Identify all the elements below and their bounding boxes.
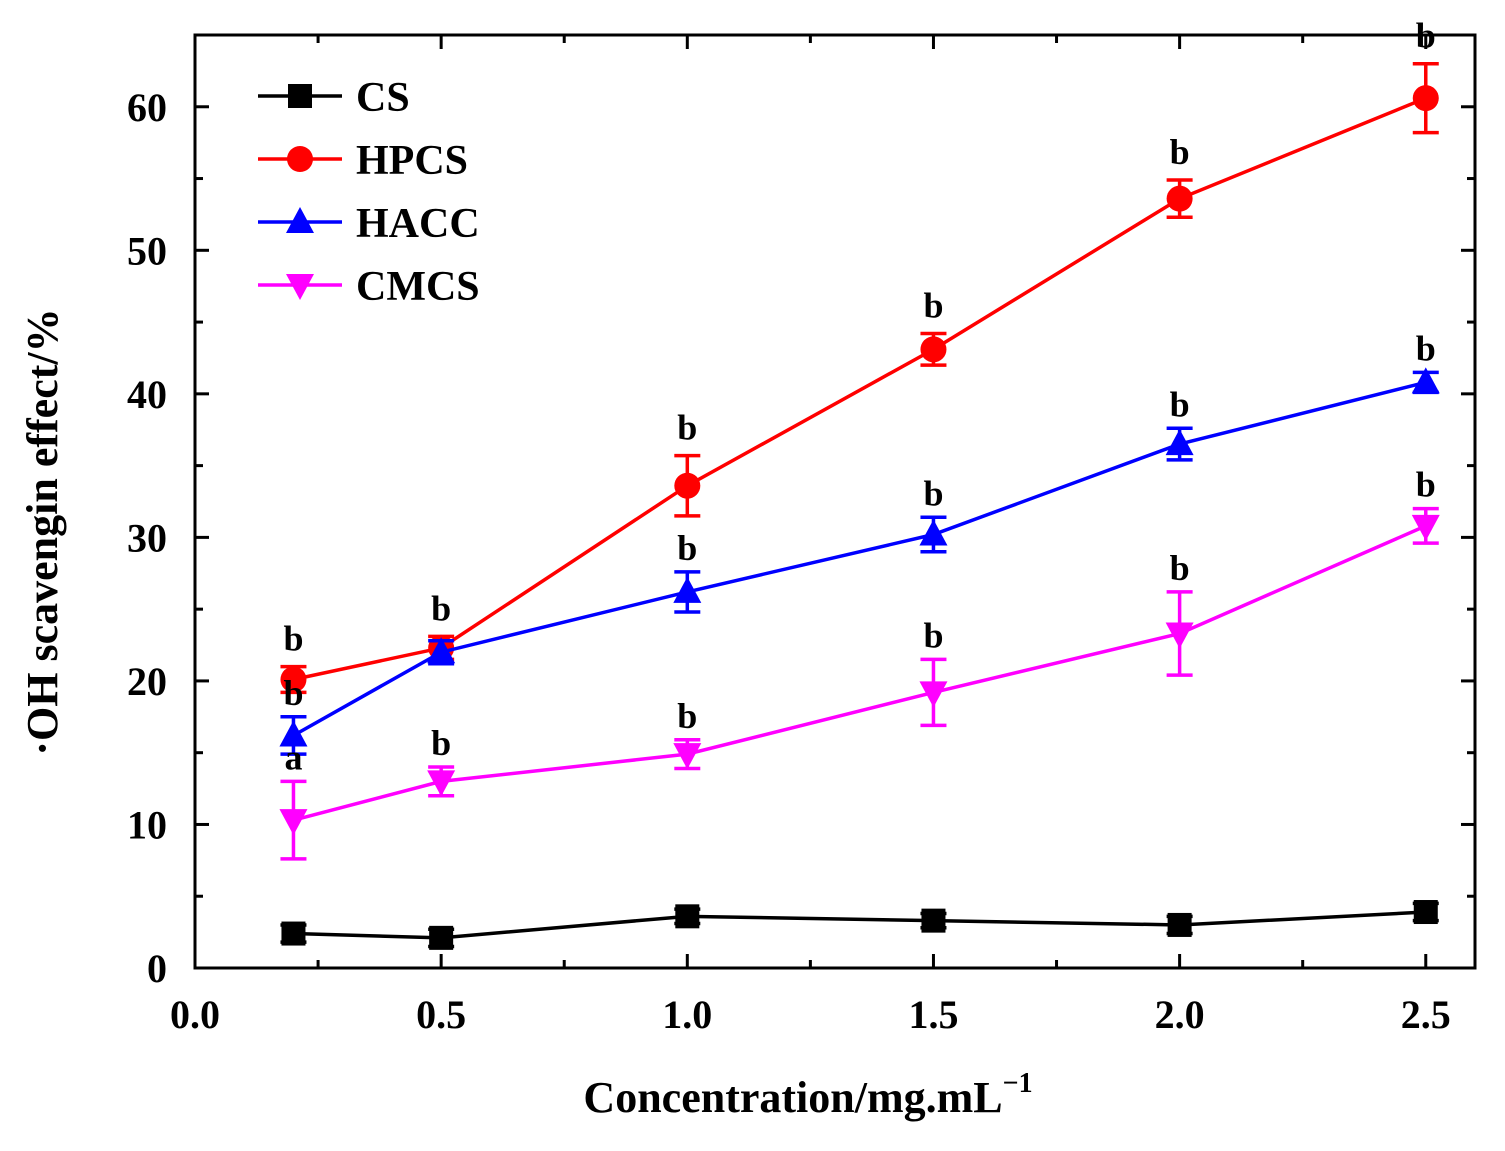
legend-marker-cmcs	[286, 274, 314, 300]
legend-label-cmcs: CMCS	[356, 264, 480, 310]
x-axis-title: Concentration/mg.mL−1	[583, 1068, 1032, 1122]
legend-label-cs: CS	[356, 75, 410, 121]
significance-label-cmcs: a	[284, 737, 302, 777]
significance-label-cmcs: b	[431, 723, 451, 763]
data-point-cmcs	[919, 681, 948, 708]
series-line-cs	[293, 910, 1426, 940]
plot-frame	[193, 33, 1477, 970]
data-point-hpcs	[674, 472, 701, 499]
data-point-hacc	[1165, 429, 1194, 456]
y-tick-label: 30	[127, 515, 167, 560]
data-point-cmcs	[1411, 514, 1440, 541]
significance-label-hpcs: b	[923, 286, 943, 326]
axes: 0.0 0.5 1.0 1.5 2.0 2.5 0 10 20 30 40 50 60	[127, 33, 1477, 1037]
significance-label-hacc: b	[1170, 384, 1190, 424]
data-point-cs	[921, 908, 946, 933]
data-point-hpcs	[920, 336, 947, 363]
legend-marker-hpcs	[287, 146, 313, 172]
data-point-hacc	[1411, 367, 1440, 394]
data-point-cmcs	[1165, 622, 1194, 649]
significance-label-hacc: b	[923, 473, 943, 513]
series-hacc	[279, 367, 1440, 756]
significance-label-hpcs: b	[1170, 132, 1190, 172]
series-line-hpcs	[293, 96, 1427, 682]
x-tick-label: 1.0	[662, 992, 712, 1037]
data-point-cs	[675, 904, 700, 929]
significance-label-hacc: b	[283, 673, 303, 713]
legend: CS HPCS HACC CMCS	[258, 75, 480, 310]
series-cs	[280, 900, 1439, 950]
x-tick-label: 0.0	[170, 992, 220, 1037]
series-layer	[279, 61, 1440, 950]
significance-label-hacc: b	[1416, 328, 1436, 368]
y-axis-title: ·OH scavengin effect/%	[18, 308, 67, 755]
y-tick-label: 50	[127, 228, 167, 273]
data-point-cmcs	[673, 743, 702, 770]
significance-label-cmcs: b	[1170, 548, 1190, 588]
significance-label-hpcs: b	[283, 619, 303, 659]
significance-label-hpcs: b	[431, 588, 451, 628]
y-tick-label: 40	[127, 372, 167, 417]
data-point-cs	[1413, 900, 1438, 925]
data-point-cmcs	[427, 770, 456, 797]
data-point-hpcs	[1166, 185, 1193, 212]
x-tick-label: 2.5	[1401, 992, 1451, 1037]
significance-label-hacc: b	[677, 528, 697, 568]
legend-marker-hacc	[286, 207, 314, 233]
significance-label-cmcs: b	[923, 615, 943, 655]
series-cmcs	[279, 506, 1440, 861]
significance-label-cmcs: b	[677, 696, 697, 736]
significance-label-cmcs: b	[1416, 465, 1436, 505]
data-point-cs	[1167, 912, 1192, 937]
x-tick-label: 2.0	[1155, 992, 1205, 1037]
data-point-cmcs	[279, 809, 308, 836]
data-point-hacc	[919, 519, 948, 546]
y-tick-label: 10	[127, 802, 167, 847]
y-tick-label: 20	[127, 659, 167, 704]
legend-label-hpcs: HPCS	[356, 138, 468, 184]
significance-label-hpcs: b	[1416, 16, 1436, 56]
data-point-hacc	[279, 720, 308, 747]
data-point-hacc	[427, 637, 456, 664]
significance-label-hpcs: b	[677, 408, 697, 448]
data-point-hacc	[673, 576, 702, 603]
data-point-hpcs	[1412, 85, 1439, 112]
y-tick-label: 0	[147, 946, 167, 991]
legend-marker-cs	[288, 84, 312, 108]
series-line-hacc	[292, 380, 1427, 737]
x-tick-label: 0.5	[416, 992, 466, 1037]
data-point-hpcs	[280, 666, 307, 693]
x-axis-title-superscript: −1	[1003, 1068, 1033, 1099]
series-line-cmcs	[293, 524, 1427, 822]
y-tick-label: 60	[127, 85, 167, 130]
data-point-cs	[429, 925, 454, 950]
legend-label-hacc: HACC	[356, 201, 480, 247]
data-point-cs	[281, 921, 306, 946]
x-axis-title-text: Concentration/mg.mL	[583, 1073, 1002, 1122]
x-tick-label: 1.5	[908, 992, 958, 1037]
